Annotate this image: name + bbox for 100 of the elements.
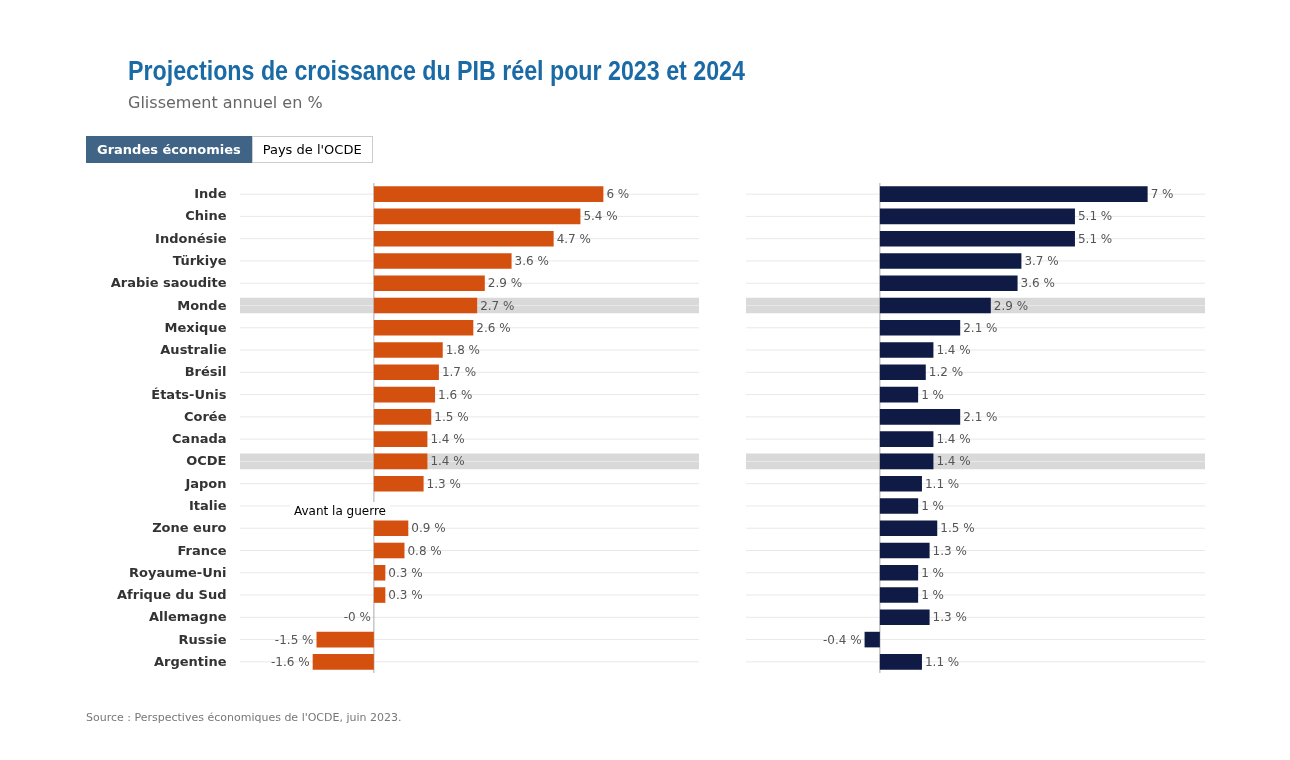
data-label: -1.5 % (274, 632, 314, 647)
bar (373, 587, 386, 603)
y-tick-label: Mexique (164, 319, 227, 335)
data-label: 1.3 % (932, 543, 967, 558)
y-tick-label: Chine (185, 208, 227, 224)
data-label: 1.8 % (445, 343, 481, 358)
data-label: 1.1 % (924, 476, 960, 491)
bar (373, 386, 436, 403)
bar (879, 609, 930, 626)
data-label: 1.4 % (430, 454, 465, 469)
bar (373, 364, 439, 381)
bar (373, 475, 424, 492)
data-label: 1.1 % (924, 654, 960, 669)
y-tick-label: Indonésie (155, 230, 227, 246)
bar (373, 208, 581, 225)
bar (373, 520, 409, 537)
bar (373, 342, 443, 358)
bar (879, 431, 934, 447)
data-label: 1.4 % (936, 432, 971, 447)
y-tick-label: Brésil (184, 364, 227, 380)
data-label: 5.1 % (1077, 209, 1113, 224)
data-label: 1 % (921, 387, 944, 402)
y-tick-label: Italie (188, 497, 227, 513)
data-label: 2.9 % (487, 276, 523, 291)
y-tick-label: Zone euro (152, 520, 227, 536)
data-label: 2.7 % (480, 298, 515, 313)
data-label: 1 % (921, 588, 944, 603)
data-label: 1.4 % (936, 454, 971, 469)
y-tick-label: Allemagne (149, 609, 227, 625)
data-label: 0.3 % (388, 588, 423, 603)
y-tick-label: Japon (184, 475, 227, 491)
bar (373, 453, 428, 470)
data-label: 3.7 % (1024, 253, 1059, 268)
bar (879, 498, 919, 514)
bar (373, 431, 428, 447)
data-label: -1.6 % (271, 654, 310, 669)
data-label: 1.5 % (940, 521, 975, 536)
bar (373, 275, 485, 292)
bar (879, 186, 1148, 202)
text: Pays de l'OCDE (251, 136, 373, 163)
bar (879, 364, 926, 381)
bar (879, 275, 1018, 292)
data-label: 1 % (921, 498, 944, 513)
bar (373, 319, 474, 336)
data-label: 5.4 % (583, 209, 618, 224)
y-tick-label: Arabie saoudite (110, 275, 227, 291)
bar (373, 297, 478, 314)
bar (879, 253, 1022, 269)
data-label: 1.3 % (426, 476, 461, 491)
bar (879, 208, 1075, 225)
bar (879, 453, 934, 470)
bar (373, 542, 405, 559)
chart-subtitle: Glissement annuel en % (128, 93, 324, 112)
bar (879, 520, 938, 537)
chart-title: Projections de croissance du PIB réel pour 2023 et 2024 (128, 56, 745, 87)
data-label: 1.4 % (430, 432, 465, 447)
data-label: 3.6 % (514, 253, 549, 268)
data-label: 1.5 % (434, 409, 469, 424)
y-tick-label: Royaume-Uni (129, 564, 227, 580)
bar (316, 631, 374, 648)
data-label: 1.4 % (936, 343, 971, 358)
annotation: Avant la guerre (290, 502, 390, 520)
bar (879, 587, 919, 603)
y-tick-label: Monde (177, 297, 227, 313)
data-label: 3.6 % (1020, 276, 1055, 291)
bar (879, 409, 961, 425)
y-tick-label: États-Unis (151, 386, 227, 402)
y-tick-label: OCDE (186, 453, 227, 469)
bar (312, 654, 374, 670)
bar (373, 564, 386, 581)
data-label: 1.3 % (932, 610, 967, 625)
data-label: 2.9 % (993, 298, 1029, 313)
data-label: 0.9 % (411, 521, 446, 536)
data-label: 4.7 % (556, 231, 591, 246)
bar (879, 319, 961, 336)
bar (879, 475, 922, 492)
y-tick-label: Afrique du Sud (117, 587, 227, 603)
bar (879, 230, 1075, 247)
y-tick-label: France (177, 542, 227, 558)
bar (373, 253, 512, 269)
y-tick-label: Argentine (153, 653, 227, 669)
y-tick-label: Russie (178, 631, 227, 647)
data-label: -0 % (343, 610, 371, 625)
bar (864, 631, 880, 648)
data-label: 1.7 % (441, 365, 477, 380)
data-label: 1.2 % (928, 365, 964, 380)
bar (879, 564, 919, 581)
y-tick-label: Canada (172, 431, 227, 447)
bar (879, 386, 919, 403)
bar (373, 230, 554, 247)
data-label: 0.3 % (388, 565, 423, 580)
bar (879, 342, 934, 358)
y-tick-label: Corée (183, 408, 227, 424)
bar (879, 297, 991, 314)
data-label: 2.1 % (963, 409, 998, 424)
source-note: Source : Perspectives économiques de l'OCDE, juin 2023. (86, 711, 402, 724)
bar (373, 409, 432, 425)
data-label: -0.4 % (822, 632, 862, 647)
y-tick-label: Australie (160, 342, 227, 358)
data-label: 6 % (606, 187, 630, 202)
